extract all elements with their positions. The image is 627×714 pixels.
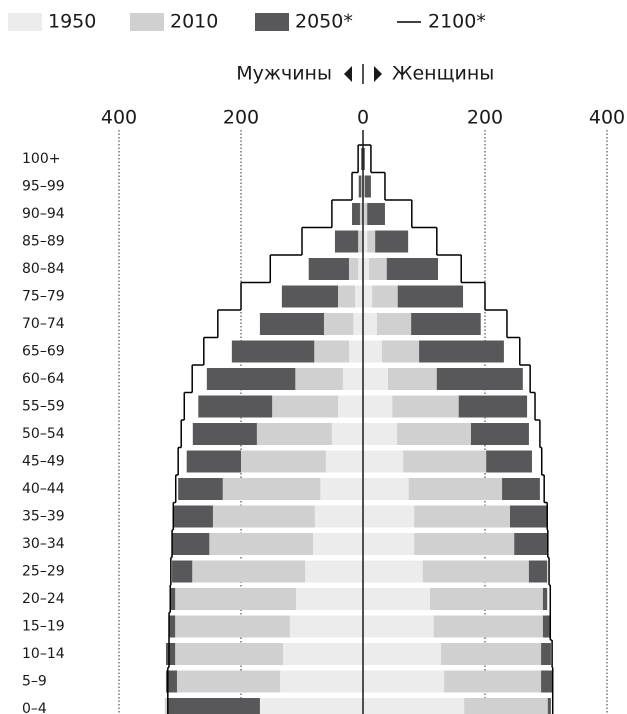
bar (363, 175, 371, 198)
bar (363, 588, 431, 610)
bar (320, 478, 363, 500)
y-tick-label: 60–64 (22, 371, 65, 387)
bar (289, 615, 363, 638)
x-tick-label: 200 (223, 107, 259, 129)
bar (363, 203, 368, 225)
bar (283, 643, 363, 665)
legend-swatch (255, 13, 289, 31)
bar (363, 313, 378, 335)
bar (331, 423, 363, 445)
bar (363, 560, 423, 583)
bar (358, 258, 363, 280)
x-tick-label: 200 (467, 107, 503, 129)
legend-label: 2050* (295, 11, 353, 33)
y-tick-label: 15–19 (22, 619, 65, 635)
bar (348, 340, 363, 363)
bar (353, 313, 363, 335)
bar (312, 533, 363, 555)
bar (363, 258, 370, 280)
bar (363, 285, 373, 308)
y-tick-label: 85–89 (22, 234, 65, 250)
bar (363, 478, 409, 500)
bar (358, 175, 363, 198)
bar (363, 643, 442, 665)
bar (342, 368, 363, 390)
legend-label: 2010 (170, 11, 218, 33)
y-tick-label: 25–29 (22, 564, 65, 580)
y-tick-label: 95–99 (22, 179, 65, 195)
x-tick-label: 0 (357, 107, 369, 129)
bar (352, 203, 363, 225)
bar (363, 698, 465, 714)
x-tick-label: 400 (101, 107, 137, 129)
bar (280, 670, 363, 693)
bar (363, 148, 365, 170)
y-tick-label: 70–74 (22, 316, 65, 332)
bar (363, 670, 445, 693)
y-tick-label: 90–94 (22, 206, 65, 222)
bar (358, 230, 363, 253)
bar (363, 368, 389, 390)
x-tick-label: 400 (589, 107, 625, 129)
y-tick-label: 5–9 (22, 674, 47, 690)
y-tick-label: 100+ (22, 151, 60, 167)
y-tick-label: 45–49 (22, 454, 65, 470)
arrow-icon (344, 66, 382, 82)
bar (259, 698, 363, 714)
bar (363, 450, 404, 473)
y-tick-label: 75–79 (22, 289, 65, 305)
bar (363, 203, 385, 225)
bar (295, 588, 363, 610)
bar (314, 505, 363, 528)
bar (363, 340, 382, 363)
legend-label: 2100* (428, 11, 486, 33)
right-label: Женщины (392, 63, 494, 85)
y-tick-label: 55–59 (22, 399, 65, 415)
bar (325, 450, 363, 473)
bar (363, 533, 415, 555)
bar (363, 505, 415, 528)
bar (363, 230, 368, 253)
bar (363, 175, 365, 198)
y-tick-label: 50–54 (22, 426, 65, 442)
left-label: Мужчины (236, 63, 332, 85)
bar (305, 560, 363, 583)
y-tick-label: 30–34 (22, 536, 65, 552)
bar (363, 423, 398, 445)
bar (337, 395, 363, 418)
bar (361, 148, 363, 170)
y-tick-label: 80–84 (22, 261, 65, 277)
bar (334, 230, 363, 253)
bar (361, 175, 363, 198)
bar (355, 285, 363, 308)
y-tick-label: 65–69 (22, 344, 65, 360)
y-tick-label: 10–14 (22, 646, 65, 662)
bar (363, 615, 434, 638)
y-tick-label: 20–24 (22, 591, 65, 607)
y-tick-label: 0–4 (22, 701, 47, 714)
y-tick-label: 35–39 (22, 509, 65, 525)
legend-label: 1950 (48, 11, 96, 33)
legend-swatch (130, 13, 164, 31)
y-tick-label: 40–44 (22, 481, 65, 497)
bar (359, 203, 363, 225)
legend-swatch (8, 13, 42, 31)
bar (363, 395, 393, 418)
